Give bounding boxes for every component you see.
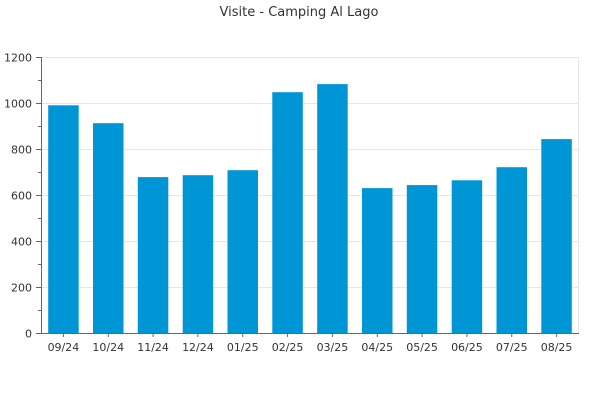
bar-03-25 xyxy=(317,84,348,333)
y-tick-label: 1200 xyxy=(4,52,32,65)
x-tick-label: 09/24 xyxy=(48,341,80,354)
y-tick-label: 200 xyxy=(11,282,32,295)
y-tick-label: 400 xyxy=(11,236,32,249)
y-tick-label: 800 xyxy=(11,144,32,157)
bar-11-24 xyxy=(137,177,169,333)
y-tick-label: 600 xyxy=(11,190,32,203)
x-tick-label: 12/24 xyxy=(182,341,214,354)
y-tick-label: 0 xyxy=(25,328,32,341)
x-axis-ticks: 09/24 10/24 11/24 12/24 01/25 02/25 03/25 04/25… xyxy=(48,333,573,354)
x-tick-label: 11/24 xyxy=(137,341,169,354)
x-tick-label: 01/25 xyxy=(227,341,259,354)
x-tick-label: 06/25 xyxy=(451,341,483,354)
y-axis-ticks: 0 200 400 600 800 1000 1200 xyxy=(4,52,41,341)
bar-05-25 xyxy=(406,185,438,333)
bar-07-25 xyxy=(496,167,527,333)
y-tick-label: 1000 xyxy=(4,98,32,111)
x-tick-label: 04/25 xyxy=(361,341,393,354)
bar-12-24 xyxy=(182,175,214,333)
bar-09-24 xyxy=(48,105,79,333)
x-tick-label: 08/25 xyxy=(541,341,573,354)
bar-08-25 xyxy=(541,139,572,333)
x-tick-label: 05/25 xyxy=(406,341,438,354)
bar-02-25 xyxy=(272,92,303,333)
x-tick-label: 07/25 xyxy=(496,341,528,354)
axes xyxy=(41,57,579,334)
bar-06-25 xyxy=(451,180,483,333)
bars xyxy=(48,84,572,333)
chart-title: Visite - Camping Al Lago xyxy=(220,5,379,20)
bar-04-25 xyxy=(362,188,393,333)
bar-10-24 xyxy=(93,123,124,333)
bar-01-25 xyxy=(227,170,258,333)
x-tick-label: 10/24 xyxy=(92,341,124,354)
grid-lines xyxy=(41,57,579,288)
x-tick-label: 02/25 xyxy=(272,341,304,354)
x-tick-label: 03/25 xyxy=(317,341,349,354)
